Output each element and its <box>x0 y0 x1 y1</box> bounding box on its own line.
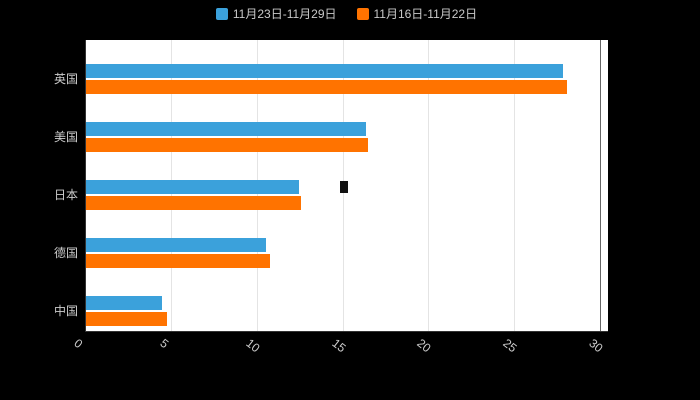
y-axis-line <box>85 40 86 331</box>
bar-series2-cat3 <box>86 196 301 210</box>
gridline-25 <box>514 40 515 331</box>
x-tick-label-5: 5 <box>157 336 172 352</box>
legend-swatch-orange <box>356 8 369 20</box>
bar-series2-cat1 <box>86 80 567 94</box>
x-tick-label-0: 0 <box>71 336 86 352</box>
x-tick-label-30: 30 <box>586 336 606 356</box>
bar-series1-cat2 <box>86 122 366 136</box>
legend-label-week2: 11月23日-11月29日 <box>232 7 337 21</box>
bar-series1-cat1 <box>86 64 563 78</box>
legend-label-week1: 11月16日-11月22日 <box>373 7 478 21</box>
x-tick-label-15: 15 <box>328 336 349 356</box>
category-label-5: 中国 <box>53 304 78 318</box>
x-tick-label-25: 25 <box>500 336 520 356</box>
category-label-4: 德国 <box>53 246 78 260</box>
plot-area <box>85 40 608 332</box>
legend-item-week2[interactable]: 11月23日-11月29日 <box>215 7 337 21</box>
category-label-1: 英国 <box>53 72 78 86</box>
legend: 11月23日-11月29日 11月16日-11月22日 <box>85 7 608 21</box>
gridline-20 <box>428 40 429 331</box>
bar-series1-cat5 <box>86 296 162 310</box>
x-tick-label-10: 10 <box>243 336 263 356</box>
bar-series2-cat5 <box>86 312 167 326</box>
cursor-artifact <box>340 181 348 193</box>
legend-swatch-blue <box>215 8 228 20</box>
bar-series1-cat4 <box>86 238 266 252</box>
bar-series2-cat2 <box>86 138 368 152</box>
gridline-30 <box>600 40 601 331</box>
category-label-3: 日本 <box>53 188 78 202</box>
category-label-2: 美国 <box>53 130 78 144</box>
bar-series2-cat4 <box>86 254 270 268</box>
x-tick-label-20: 20 <box>414 336 434 356</box>
bar-series1-cat3 <box>86 180 299 194</box>
legend-item-week1[interactable]: 11月16日-11月22日 <box>356 7 478 21</box>
